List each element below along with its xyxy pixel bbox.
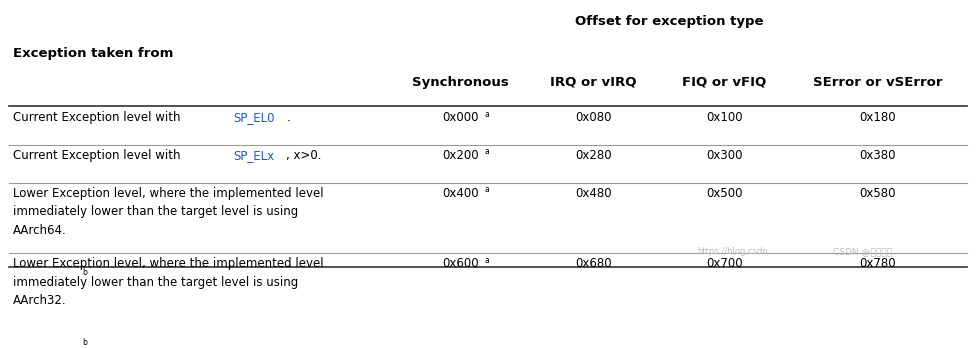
Text: 0x780: 0x780	[859, 257, 896, 270]
Text: 0x500: 0x500	[707, 187, 743, 200]
Text: Offset for exception type: Offset for exception type	[575, 15, 763, 28]
Text: CSDN @科学边界: CSDN @科学边界	[834, 247, 892, 256]
Text: Lower Exception level, where the implemented level
immediately lower than the ta: Lower Exception level, where the impleme…	[13, 257, 324, 307]
Text: a: a	[484, 110, 489, 119]
Text: a: a	[484, 148, 489, 157]
Text: 0x700: 0x700	[707, 257, 743, 270]
Text: a: a	[484, 256, 489, 265]
Text: https://blog.csdn: https://blog.csdn	[697, 247, 768, 256]
Text: Lower Exception level, where the implemented level
immediately lower than the ta: Lower Exception level, where the impleme…	[13, 187, 324, 237]
Text: a: a	[484, 185, 489, 195]
Text: Synchronous: Synchronous	[413, 76, 509, 89]
Text: .: .	[287, 111, 291, 124]
Text: 0x580: 0x580	[859, 187, 896, 200]
Text: , x>0.: , x>0.	[286, 149, 322, 162]
Text: 0x180: 0x180	[859, 111, 896, 124]
Text: AArch64.: AArch64.	[13, 187, 66, 200]
Text: 0x100: 0x100	[707, 111, 743, 124]
Text: 0x380: 0x380	[859, 149, 896, 162]
Text: b: b	[82, 268, 87, 277]
Text: 0x400: 0x400	[442, 187, 479, 200]
Text: Current Exception level with: Current Exception level with	[13, 111, 184, 124]
Text: Current Exception level with: Current Exception level with	[13, 149, 184, 162]
Text: 0x200: 0x200	[442, 149, 479, 162]
Text: b: b	[82, 338, 87, 347]
Text: Exception taken from: Exception taken from	[13, 47, 174, 61]
Text: 0x000: 0x000	[442, 111, 479, 124]
Text: SP_ELx: SP_ELx	[233, 149, 274, 162]
Text: SP_EL0: SP_EL0	[233, 111, 275, 124]
Text: SError or vSError: SError or vSError	[813, 76, 942, 89]
Text: 0x280: 0x280	[575, 149, 611, 162]
Text: 0x480: 0x480	[575, 187, 611, 200]
Text: 0x080: 0x080	[575, 111, 611, 124]
Text: 0x300: 0x300	[707, 149, 743, 162]
Text: 0x680: 0x680	[575, 257, 611, 270]
Text: AArch32.: AArch32.	[13, 257, 66, 270]
Text: IRQ or vIRQ: IRQ or vIRQ	[549, 76, 636, 89]
Text: 0x600: 0x600	[442, 257, 479, 270]
Text: FIQ or vFIQ: FIQ or vFIQ	[682, 76, 766, 89]
